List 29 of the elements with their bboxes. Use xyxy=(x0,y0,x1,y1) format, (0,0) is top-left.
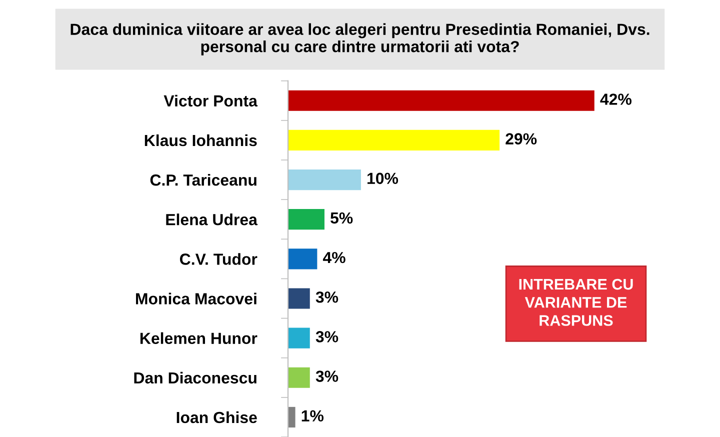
bar xyxy=(288,130,500,150)
annotation: INTREBARE CU VARIANTE DE RASPUNS xyxy=(519,278,633,326)
data-label: 3% xyxy=(316,331,338,342)
y-tick-label: Elena Udrea xyxy=(166,214,258,226)
data-label: 3% xyxy=(316,370,338,382)
bar xyxy=(288,328,310,348)
y-tick-label: C.V. Tudor xyxy=(180,253,258,265)
y-tick-label: C.P. Tariceanu xyxy=(150,174,256,186)
bar xyxy=(288,248,318,270)
data-label: 3% xyxy=(316,291,338,303)
y-tick-label: Victor Ponta xyxy=(164,94,258,107)
y-tick-label: Dan Diaconescu xyxy=(134,372,256,384)
data-label: 5% xyxy=(330,212,353,224)
data-label: 4% xyxy=(322,252,346,264)
bar xyxy=(288,406,296,428)
y-tick-label: Kelemen Hunor xyxy=(140,332,258,344)
data-label: 42% xyxy=(600,94,632,105)
data-label: 1% xyxy=(302,410,324,422)
y-tick-label: Klaus Iohannis xyxy=(144,134,257,146)
y-tick-label: Monica Macovei xyxy=(136,292,256,304)
data-label: 10% xyxy=(368,172,398,184)
bar xyxy=(288,90,594,111)
bar xyxy=(288,209,324,230)
y-tick-label: Ioan Ghise xyxy=(176,411,257,424)
chart-title: Daca duminica viitoare ar avea loc alegeri pentru Presedintia Romaniei, Dvs. personal cu care dintre urmatorii ati vota? xyxy=(70,23,650,56)
bar xyxy=(288,288,310,309)
bar xyxy=(288,367,310,388)
bar xyxy=(288,169,361,190)
data-label: 29% xyxy=(506,133,537,144)
